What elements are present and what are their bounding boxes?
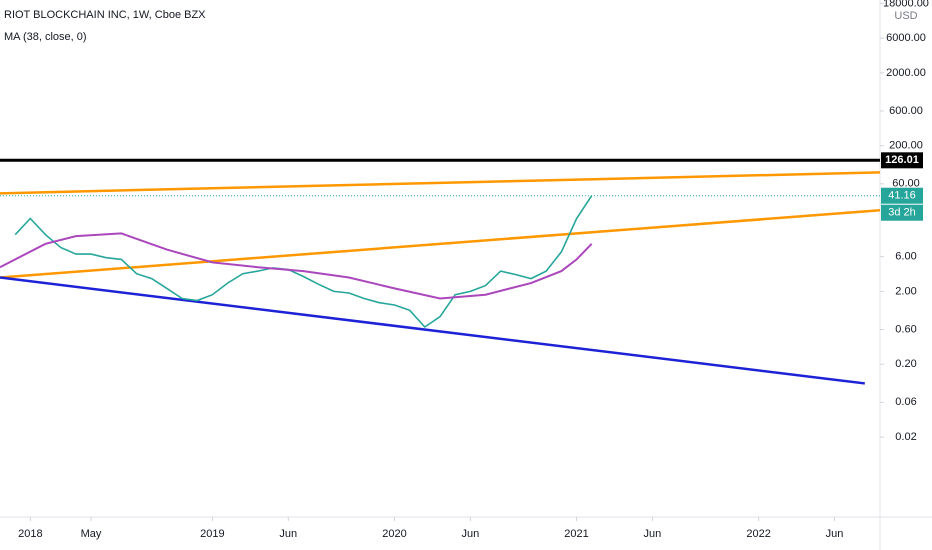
series-line [0, 232, 593, 300]
overlay: 126.01 41.16 3d 2h [0, 152, 923, 221]
y-tick-label: 0.20 [895, 358, 916, 370]
x-tick-label: 2018 [18, 528, 42, 540]
trend-line [0, 276, 865, 385]
y-tick-label: 200.00 [889, 140, 923, 152]
indicator-legend: MA (38, close, 0) [4, 31, 87, 43]
x-tick-label: 2021 [564, 528, 588, 540]
y-tick-label: 18000.00 [883, 0, 929, 9]
x-tick-label: Jun [644, 528, 662, 540]
last-price-bg [881, 187, 923, 204]
x-tick-label: 2022 [746, 528, 770, 540]
countdown-bg [881, 204, 923, 221]
x-tick-label: 2019 [200, 528, 224, 540]
series-line [14, 195, 593, 329]
y-tick-label: 60.00 [892, 178, 920, 190]
y-tick-label: 6.00 [895, 251, 916, 263]
countdown: 3d 2h [888, 207, 916, 219]
y-tick-label: 0.60 [895, 323, 916, 335]
x-tick-label: Jun [826, 528, 844, 540]
symbol-title: RIOT BLOCKCHAIN INC, 1W, Cboe BZX [4, 9, 206, 21]
y-tick-label: 2000.00 [886, 67, 926, 79]
level-label-bg [881, 152, 923, 169]
level-label: 126.01 [885, 154, 919, 166]
y-tick-label: 0.02 [895, 431, 916, 443]
y-tick-label: 600.00 [889, 105, 923, 117]
y-tick-label: 2.00 [895, 285, 916, 297]
trend-line [0, 208, 881, 279]
last-price-label: 41.16 [888, 190, 916, 202]
x-tick-label: 2020 [382, 528, 406, 540]
y-tick-label: 0.06 [895, 396, 916, 408]
currency: USD [894, 10, 917, 22]
x-tick-label: Jun [461, 528, 479, 540]
x-tick-label: Jun [279, 528, 297, 540]
y-tick-label: 6000.00 [886, 32, 926, 44]
trend-line [0, 171, 881, 195]
plot-area [0, 171, 881, 385]
x-tick-label: May [81, 528, 102, 540]
